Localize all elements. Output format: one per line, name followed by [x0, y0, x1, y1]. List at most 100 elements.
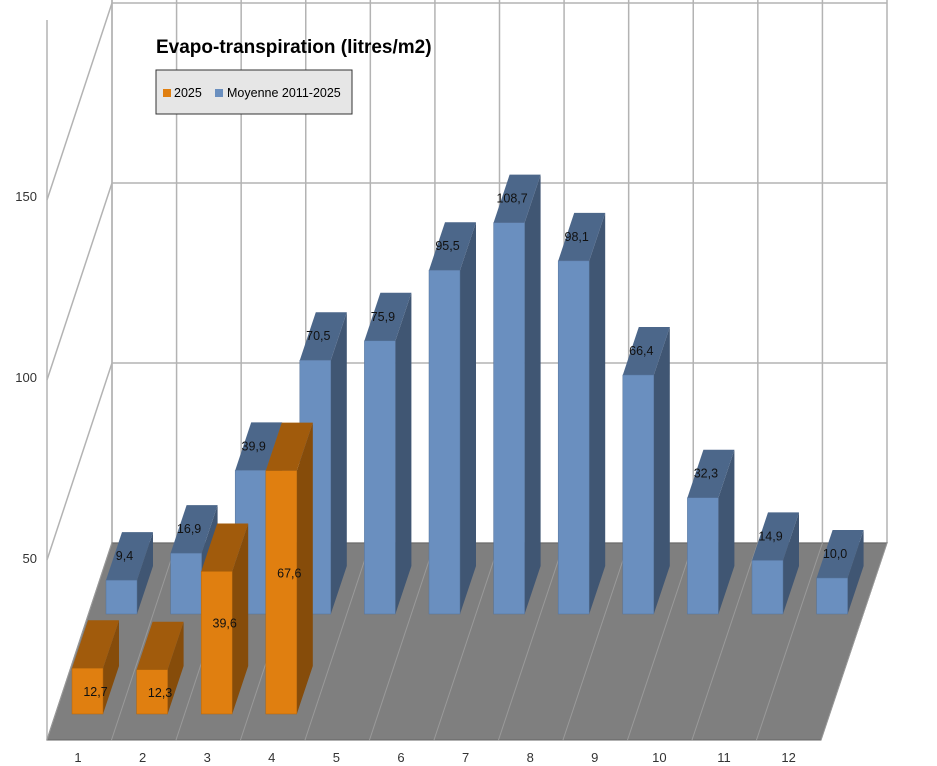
floor-grid-line [46, 542, 113, 741]
legend-swatch-moyenne [215, 89, 223, 97]
bar-side-moyenne-6 [460, 222, 476, 614]
data-label-moyenne-3: 39,9 [242, 439, 266, 453]
data-label-moyenne-9: 66,4 [629, 344, 653, 358]
data-label-moyenne-12: 10,0 [823, 547, 847, 561]
bar-front-moyenne-5 [364, 340, 396, 615]
y-tick-label: 150 [15, 189, 37, 204]
bar-front-2025-2 [136, 669, 168, 715]
bar-top-moyenne-1 [106, 532, 153, 581]
x-tick-label: 12 [781, 750, 795, 765]
bar-side-moyenne-4 [330, 312, 347, 614]
legend: 2025 Moyenne 2011-2025 [155, 69, 353, 115]
bar-front-moyenne-1 [105, 579, 138, 615]
x-tick-label: 11 [717, 750, 731, 765]
data-label-moyenne-5: 75,9 [371, 310, 395, 324]
x-tick-label: 7 [462, 750, 469, 765]
bar-side-moyenne-1 [137, 532, 153, 614]
legend-box [155, 69, 353, 115]
bar-side-2025-4 [296, 422, 313, 714]
bar-side-moyenne-9 [653, 326, 670, 614]
bar-front-2025-4 [265, 470, 298, 715]
series-moyenne-bars: 9,4 16,9 39,9 70,5 75,9 95,5 108,7 98,1 66,4 32,3… [105, 174, 864, 615]
x-tick-label: 10 [652, 750, 666, 765]
bar-top-moyenne-10 [687, 449, 735, 498]
bar-top-moyenne-9 [622, 326, 670, 375]
floor-grid-line [691, 542, 759, 741]
series-2025-bars: 12,7 12,3 39,6 67,6 [71, 422, 313, 715]
bar-side-moyenne-5 [395, 292, 412, 614]
data-label-moyenne-10: 32,3 [694, 467, 718, 481]
x-tick-label: 6 [397, 750, 404, 765]
bar-front-2025-3 [200, 571, 233, 715]
bar-front-moyenne-11 [751, 560, 784, 615]
y-tick-label: 50 [23, 551, 37, 566]
bar-side-moyenne-7 [524, 174, 541, 614]
grid-line-side [46, 362, 113, 561]
data-label-moyenne-8: 98,1 [565, 230, 589, 244]
x-tick-label: 3 [204, 750, 211, 765]
floor-grid-line [756, 542, 823, 741]
data-label-moyenne-4: 70,5 [306, 329, 330, 343]
bar-top-moyenne-11 [752, 512, 799, 561]
floor-grid-line [562, 542, 630, 741]
floor-grid-line [627, 542, 694, 741]
bar-top-2025-1 [72, 620, 119, 669]
floor-grid-line [304, 542, 371, 741]
floor-grid-line [820, 542, 888, 741]
legend-label-2025: 2025 [174, 86, 202, 100]
bar-top-moyenne-12 [816, 530, 864, 578]
x-tick-label: 9 [591, 750, 598, 765]
data-label-moyenne-2: 16,9 [177, 522, 201, 536]
bar-front-moyenne-10 [687, 497, 719, 615]
bar-front-moyenne-2 [170, 552, 202, 615]
bar-top-2025-2 [136, 621, 184, 670]
x-tick-label: 1 [74, 750, 81, 765]
data-label-moyenne-7: 108,7 [496, 192, 527, 206]
chart-title: Evapo-transpiration (litres/m2) [156, 37, 432, 58]
bar-top-2025-3 [201, 523, 249, 572]
legend-label-moyenne: Moyenne 2011-2025 [227, 86, 341, 100]
bar-side-moyenne-12 [847, 530, 864, 614]
bar-top-moyenne-4 [299, 312, 347, 361]
bar-top-moyenne-2 [170, 505, 218, 554]
bar-side-2025-3 [232, 523, 249, 714]
bar-side-moyenne-8 [589, 212, 606, 614]
data-label-moyenne-11: 14,9 [758, 529, 782, 543]
bar-front-moyenne-8 [557, 260, 590, 615]
floor-grid-line [433, 542, 500, 741]
floor-grid-line [111, 542, 178, 741]
bar-front-2025-1 [71, 668, 104, 715]
data-label-2025-2: 12,3 [148, 686, 172, 700]
legend-swatch-2025 [163, 89, 171, 97]
x-tick-label: 2 [139, 750, 146, 765]
bar-top-moyenne-3 [235, 422, 283, 471]
bar-side-2025-1 [103, 620, 119, 714]
bar-side-moyenne-11 [783, 512, 799, 614]
grid-line-side [46, 2, 113, 201]
bar-front-moyenne-7 [493, 222, 525, 615]
grid-line-side [46, 182, 113, 381]
bar-top-2025-4 [265, 422, 313, 471]
bar-top-moyenne-5 [364, 292, 412, 341]
bar-side-moyenne-10 [718, 449, 735, 614]
floor-grid-line [498, 542, 565, 741]
data-label-moyenne-1: 9,4 [116, 549, 133, 563]
x-tick-label: 4 [268, 750, 275, 765]
bar-front-moyenne-9 [622, 374, 655, 615]
bar-side-2025-2 [167, 621, 184, 714]
bar-front-moyenne-6 [428, 269, 461, 615]
bar-top-moyenne-6 [429, 222, 476, 271]
bar-front-moyenne-12 [816, 577, 848, 615]
data-label-moyenne-6: 95,5 [435, 239, 459, 253]
bar-top-moyenne-7 [493, 174, 541, 223]
y-tick-label: 100 [15, 370, 37, 385]
x-tick-label: 5 [333, 750, 340, 765]
x-tick-label: 8 [527, 750, 534, 765]
bar-top-moyenne-8 [558, 212, 606, 261]
floor-grid-line [369, 542, 436, 741]
data-label-2025-1: 12,7 [83, 685, 107, 699]
data-label-2025-4: 67,6 [277, 566, 301, 580]
data-label-2025-3: 39,6 [213, 617, 237, 631]
